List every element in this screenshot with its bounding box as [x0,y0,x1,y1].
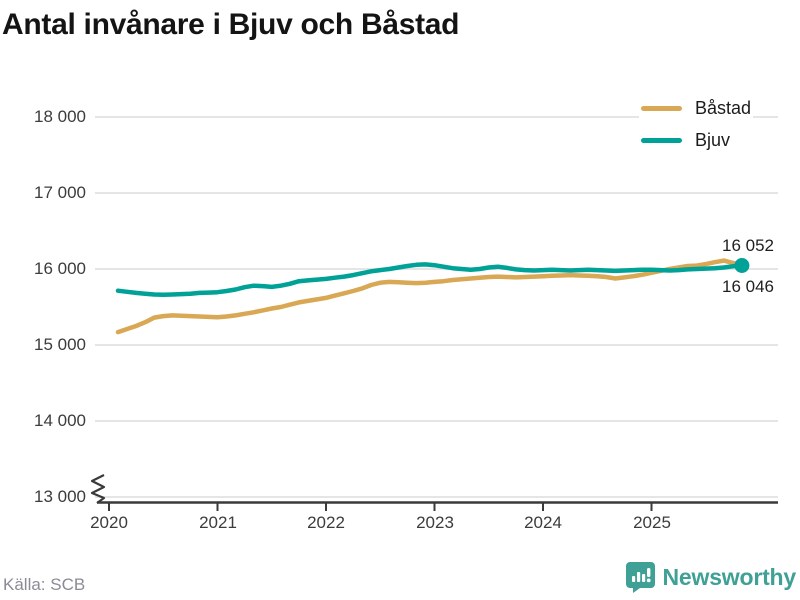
legend-item-bjuv: Bjuv [639,124,754,156]
end-point-marker [734,258,750,274]
end-value-label-bjuv: 16 046 [722,277,774,296]
y-axis-tick-label: 15 000 [34,335,86,354]
x-axis-tick-label: 2024 [524,513,562,532]
source-note: Källa: SCB [3,575,86,594]
legend-label: Bjuv [695,129,731,150]
newsworthy-brand-text: Newsworthy [662,564,797,590]
y-axis-tick-label: 18 000 [34,107,86,126]
y-axis-tick-label: 14 000 [34,411,86,430]
bjuv-line-swatch [641,137,682,143]
line-bjuv [115,262,745,298]
legend-label: Båstad [695,97,752,118]
legend-item-bastad: Båstad [639,92,754,124]
y-axis-tick-label: 13 000 [34,487,86,506]
page-title: Antal invånare i Bjuv och Båstad [2,8,460,41]
x-axis-tick-label: 2020 [90,513,128,532]
x-axis-tick-label: 2025 [633,513,671,532]
axis-break-icon [90,474,106,504]
x-axis-tick-label: 2022 [307,513,345,532]
end-value-label-bastad: 16 052 [722,236,774,255]
newsworthy-logo-icon [625,562,655,593]
legend: Båstad Bjuv [639,92,754,156]
y-axis-tick-label: 16 000 [34,259,86,278]
bastad-line-swatch [641,105,682,111]
line-bstad [115,258,745,335]
newsworthy-brand-link[interactable]: Newsworthy [625,562,797,593]
y-axis-tick-label: 17 000 [34,183,86,202]
x-axis-tick-label: 2021 [199,513,237,532]
x-axis-tick-label: 2023 [416,513,454,532]
